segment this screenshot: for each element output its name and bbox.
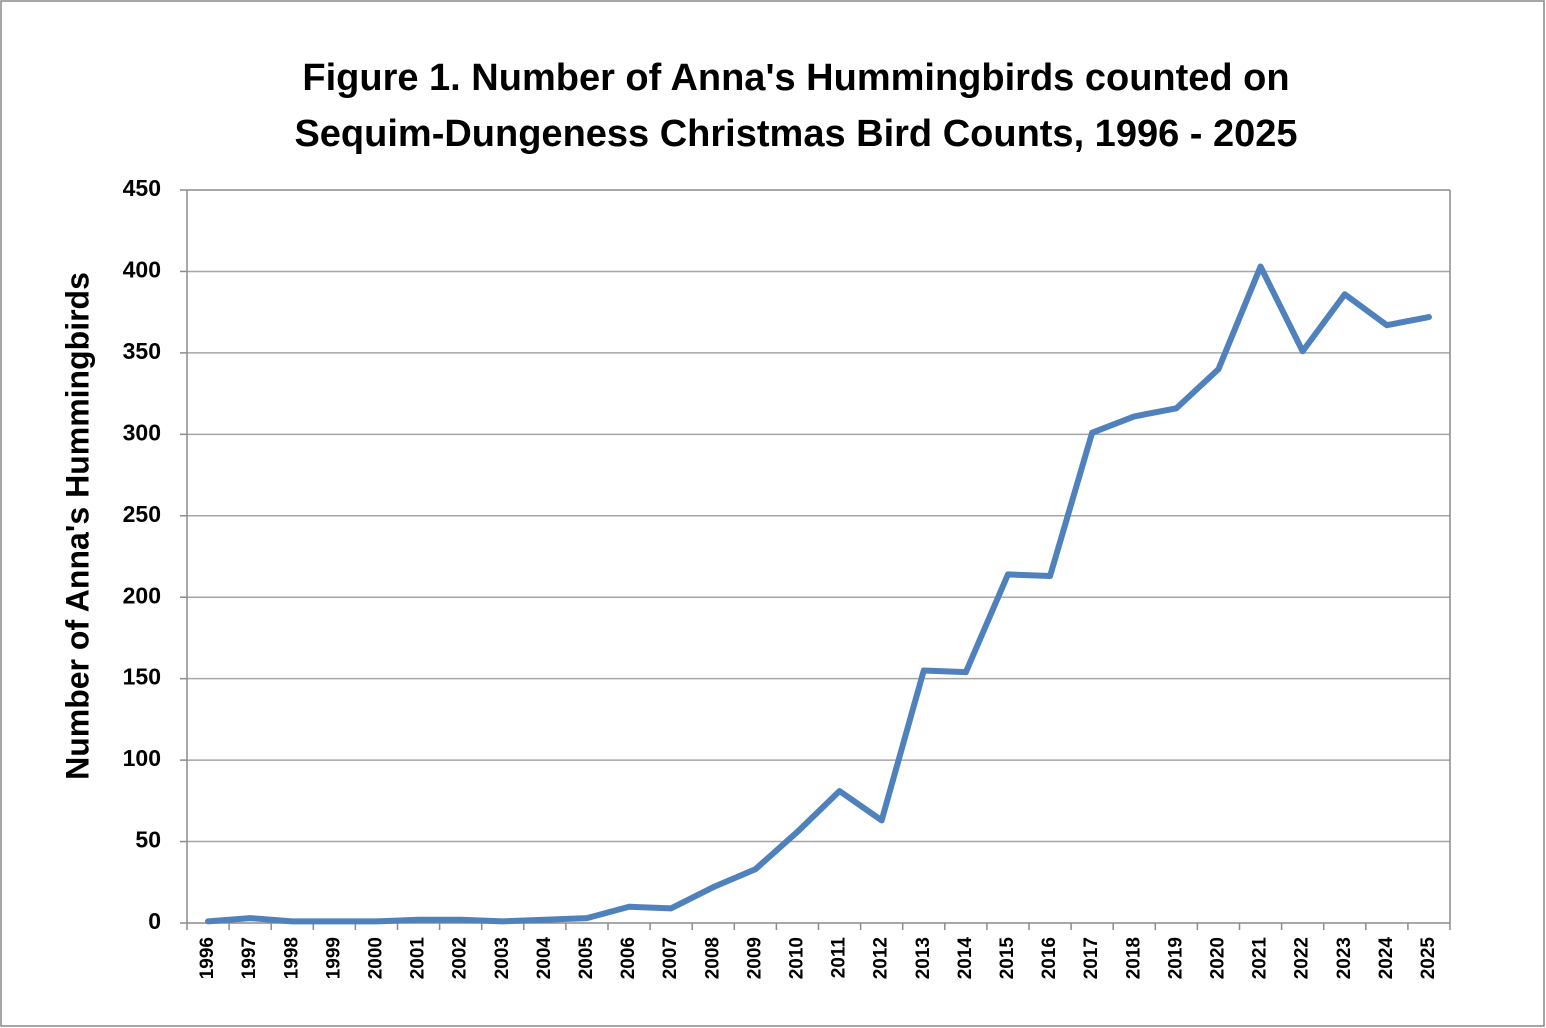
x-tick-label: 2022	[1292, 937, 1313, 979]
x-tick-label: 2019	[1165, 937, 1186, 979]
x-tick-label: 2011	[829, 937, 850, 979]
x-tick-label: 2007	[660, 937, 681, 979]
y-tick-label: 350	[123, 338, 161, 364]
x-tick-label: 2008	[702, 937, 723, 979]
x-tick-label: 1996	[197, 937, 218, 979]
x-tick-label: 2004	[534, 937, 555, 980]
y-tick-label: 400	[123, 257, 161, 283]
x-tick-label: 1998	[281, 937, 302, 979]
x-tick-label: 2017	[1081, 937, 1102, 979]
x-tick-label: 2005	[576, 937, 597, 980]
x-tick-label: 2023	[1334, 937, 1355, 979]
x-tick-label: 2012	[871, 937, 892, 979]
data-line	[205, 263, 1432, 925]
x-tick-label: 1997	[239, 937, 260, 979]
x-tick-label: 2006	[618, 937, 639, 979]
x-tick-label: 2015	[997, 937, 1018, 980]
x-tick-label: 2016	[1039, 937, 1060, 979]
y-tick-label: 300	[123, 419, 161, 445]
x-tick-label: 2013	[913, 937, 934, 979]
x-tick-label: 2010	[786, 937, 807, 979]
chart-title: Sequim-Dungeness Christmas Bird Counts, …	[294, 113, 1297, 155]
y-tick-label: 150	[123, 664, 161, 690]
x-tick-label: 2009	[744, 937, 765, 979]
x-tick-label: 2001	[408, 937, 429, 980]
x-tick-label: 2002	[450, 937, 471, 979]
y-tick-label: 450	[123, 175, 161, 201]
x-tick-label: 2014	[955, 937, 976, 980]
x-tick-label: 2000	[365, 937, 386, 979]
y-axis-label: Number of Anna's Hummingbirds	[59, 272, 95, 780]
x-tick-label: 2020	[1207, 937, 1228, 979]
x-tick-label: 1999	[323, 937, 344, 979]
x-tick-label: 2025	[1418, 937, 1439, 980]
chart-title: Figure 1. Number of Anna's Hummingbirds …	[302, 57, 1289, 99]
x-tick-label: 2024	[1376, 937, 1397, 980]
x-tick-label: 2003	[492, 937, 513, 979]
y-tick-label: 250	[123, 501, 161, 527]
y-tick-label: 200	[123, 582, 161, 608]
x-tick-label: 2021	[1250, 937, 1271, 980]
x-tick-label: 2018	[1123, 937, 1144, 979]
y-tick-label: 0	[148, 908, 161, 934]
y-tick-label: 50	[135, 827, 161, 853]
y-tick-label: 100	[123, 745, 161, 771]
